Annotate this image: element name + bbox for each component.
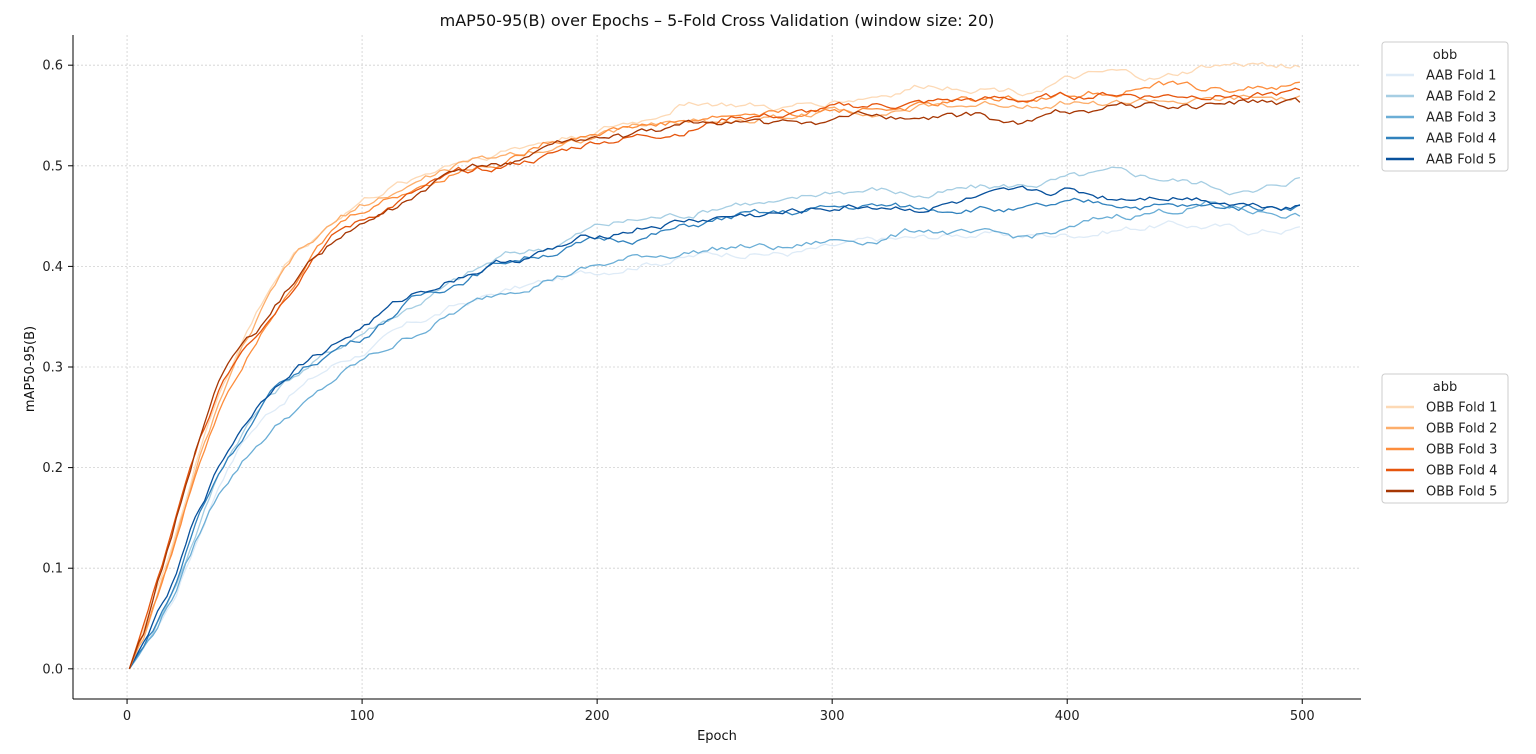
series-line-3 — [128, 200, 1301, 670]
series-line-1 — [128, 220, 1301, 670]
legend-entry-label: AAB Fold 3 — [1426, 111, 1496, 126]
chart-title: mAP50-95(B) over Epochs – 5-Fold Cross V… — [440, 11, 995, 30]
x-tick-label: 200 — [585, 709, 610, 724]
legend-entry-label: OBB Fold 3 — [1426, 443, 1497, 458]
y-tick-label: 0.0 — [42, 662, 63, 677]
y-tick-label: 0.3 — [42, 361, 63, 376]
x-tick-label: 300 — [820, 709, 845, 724]
legend-entry-label: AAB Fold 1 — [1426, 69, 1496, 84]
y-tick-label: 0.4 — [42, 260, 63, 275]
y-tick-label: 0.6 — [42, 59, 63, 74]
series-line-5 — [128, 185, 1300, 670]
x-axis-label: Epoch — [697, 729, 737, 744]
x-tick-label: 500 — [1290, 709, 1315, 724]
legends: obb AAB Fold 1 AAB Fold 2 AAB Fold 3 AAB Fol… — [1381, 41, 1509, 504]
y-tick-label: 0.5 — [42, 159, 63, 174]
y-axis-label: mAP50-95(B) — [23, 326, 38, 412]
x-tick-label: 0 — [123, 709, 131, 724]
series-line-7 — [128, 94, 1301, 670]
series-line-10 — [128, 97, 1301, 670]
legend-obb: obb AAB Fold 1 AAB Fold 2 AAB Fold 3 AAB Fol… — [1381, 41, 1509, 172]
series-line-4 — [128, 197, 1301, 670]
legend-entry-label: OBB Fold 5 — [1426, 485, 1497, 500]
x-tick-label: 400 — [1055, 709, 1080, 724]
series-line-9 — [128, 87, 1301, 670]
series-lines — [128, 61, 1301, 670]
y-tick-label: 0.1 — [42, 562, 63, 577]
y-tick-label: 0.2 — [42, 461, 63, 476]
legend-entry-label: OBB Fold 2 — [1426, 422, 1497, 437]
legend-entry-label: OBB Fold 4 — [1426, 464, 1497, 479]
series-line-2 — [128, 166, 1301, 670]
legend-entry-label: AAB Fold 5 — [1426, 153, 1496, 168]
legend-entry-label: AAB Fold 4 — [1426, 132, 1496, 147]
legend-entry-label: AAB Fold 2 — [1426, 90, 1496, 105]
legend-title: obb — [1433, 48, 1457, 63]
legend-title: abb — [1433, 380, 1457, 395]
ticks: 0 100 200 300 400 500 0.0 0.1 0.2 0.3 0.4 0.5 0.6 — [42, 59, 1314, 724]
x-tick-label: 100 — [350, 709, 375, 724]
series-line-8 — [128, 80, 1300, 670]
legend-entry-label: OBB Fold 1 — [1426, 401, 1497, 416]
series-line-6 — [128, 61, 1301, 670]
legend-abb: abb OBB Fold 1 OBB Fold 2 OBB Fold 3 OBB Fol… — [1381, 373, 1509, 504]
grid-lines — [73, 35, 1361, 699]
